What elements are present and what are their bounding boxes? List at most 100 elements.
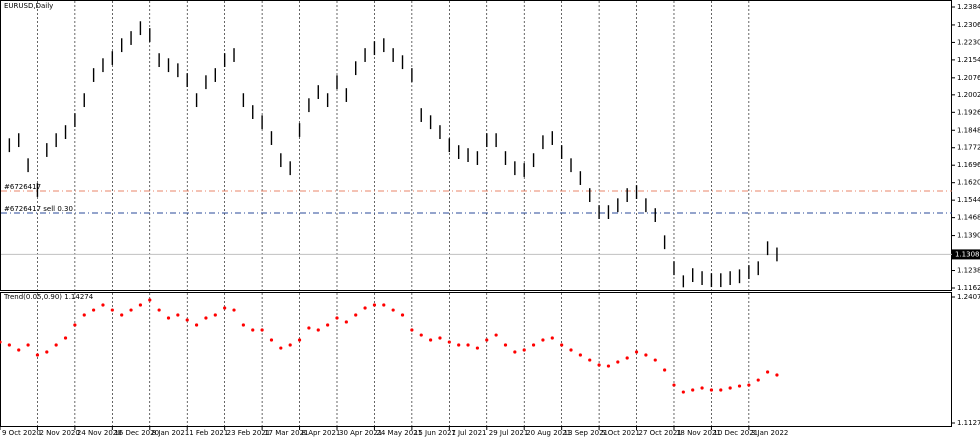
trend-dot	[485, 338, 489, 342]
x-tick-label: 5 Oct 2021	[601, 429, 640, 437]
trend-dot	[269, 338, 274, 342]
trend-dot	[204, 316, 208, 320]
y-tick-label: 1.12380	[957, 267, 980, 275]
trend-dot	[26, 343, 30, 347]
trend-dot	[503, 343, 508, 347]
trend-dot	[344, 320, 348, 324]
trend-dot	[232, 308, 236, 312]
x-tick-label: 8 Jan 2021	[152, 429, 190, 437]
trend-dot	[513, 350, 517, 354]
trend-dot	[522, 348, 526, 352]
trend-dot	[288, 343, 292, 347]
indicator-title: Trend(0.05,0.90) 1.14274	[3, 293, 94, 301]
trend-dot	[765, 370, 770, 374]
x-tick-label: 3 Jan 2022	[751, 429, 789, 437]
trend-dot	[35, 353, 40, 357]
trend-dot	[428, 338, 433, 342]
trend-dot	[391, 308, 395, 312]
trend-dot	[54, 343, 58, 347]
trend-dot	[185, 318, 189, 322]
trend-dot	[101, 303, 105, 307]
x-tick-label: 20 Aug 2021	[526, 429, 571, 437]
x-tick-label: 18 Nov 2021	[676, 429, 721, 437]
trend-dot	[672, 383, 676, 387]
trend-dot	[213, 313, 217, 317]
trend-dot	[73, 323, 77, 327]
trend-dot	[354, 313, 358, 317]
y-tick-label: 1.18480	[957, 126, 980, 134]
trend-dot	[588, 358, 592, 362]
trend-dot	[157, 308, 161, 312]
trend-dot	[260, 328, 264, 332]
trend-dot	[382, 303, 386, 307]
y-tick-label: 1.16960	[957, 161, 980, 169]
y-tick-label: 1.14680	[957, 214, 980, 222]
trend-dot	[747, 383, 751, 387]
x-tick-label: 15 Jun 2021	[414, 429, 456, 437]
trend-dot	[616, 360, 620, 364]
trend-dot	[681, 390, 685, 394]
x-tick-label: 10 Dec 2021	[713, 429, 758, 437]
y-tick-label: 1.19260	[957, 108, 980, 116]
trend-dot	[410, 328, 414, 332]
trend-dot	[17, 348, 21, 352]
indicator-frame	[0, 292, 952, 427]
y-tick-label: 1.24075	[957, 293, 980, 301]
trend-dot	[728, 386, 732, 390]
trend-dot	[709, 388, 714, 392]
x-tick-label: 30 Apr 2021	[339, 429, 382, 437]
y-tick-label: 1.13900	[957, 232, 980, 240]
trend-dot	[326, 323, 330, 327]
y-tick-label: 1.20760	[957, 74, 980, 82]
y-tick-label: 1.23840	[957, 3, 980, 11]
trend-dot	[148, 298, 152, 302]
y-tick-label: 1.16200	[957, 179, 980, 187]
trend-dot	[550, 336, 554, 340]
trend-dot	[7, 343, 11, 347]
y-tick-label: 1.21540	[957, 56, 980, 64]
trend-dot	[138, 303, 143, 307]
trend-dot	[625, 356, 629, 360]
x-tick-label: 24 May 2021	[376, 429, 422, 437]
trend-dot	[775, 373, 779, 377]
trend-dot	[297, 338, 302, 342]
y-tick-label: 1.11620	[957, 284, 980, 292]
trend-dot	[756, 378, 760, 382]
trend-dot	[466, 343, 470, 347]
trend-dot	[82, 313, 86, 317]
price-label-box	[952, 249, 980, 260]
trend-dot	[494, 333, 498, 337]
x-tick-label: 9 Oct 2020	[2, 429, 41, 437]
trend-dot	[606, 364, 611, 368]
trend-dot	[194, 323, 199, 327]
trend-dot	[120, 313, 124, 317]
x-tick-label: 16 Dec 2020	[114, 429, 159, 437]
trend-dot	[166, 316, 171, 320]
x-tick-label: 29 Jul 2021	[489, 429, 529, 437]
trend-dot	[419, 333, 423, 337]
trend-dot	[691, 388, 695, 392]
trend-dot	[541, 338, 545, 342]
x-tick-label: 2 Nov 2020	[39, 429, 79, 437]
trend-dot	[653, 358, 657, 362]
order-label: #6726417	[4, 183, 41, 191]
trend-dot	[644, 353, 648, 357]
trend-dot	[531, 343, 536, 347]
trend-dot	[597, 363, 601, 367]
trend-dot	[700, 386, 704, 390]
trend-dot	[578, 353, 582, 357]
x-tick-label: 23 Feb 2021	[227, 429, 271, 437]
trend-dot	[223, 306, 227, 310]
x-tick-label: 8 Apr 2021	[302, 429, 341, 437]
trend-dot	[447, 340, 451, 344]
y-tick-label: 1.17720	[957, 144, 980, 152]
trend-dot	[737, 384, 742, 388]
trend-dot	[560, 343, 564, 347]
trend-dot	[129, 308, 133, 312]
trend-dot	[400, 313, 405, 317]
trend-dot	[335, 316, 339, 320]
trend-dot	[457, 343, 461, 347]
y-tick-label: 1.23060	[957, 21, 980, 29]
trend-dot	[241, 323, 245, 327]
